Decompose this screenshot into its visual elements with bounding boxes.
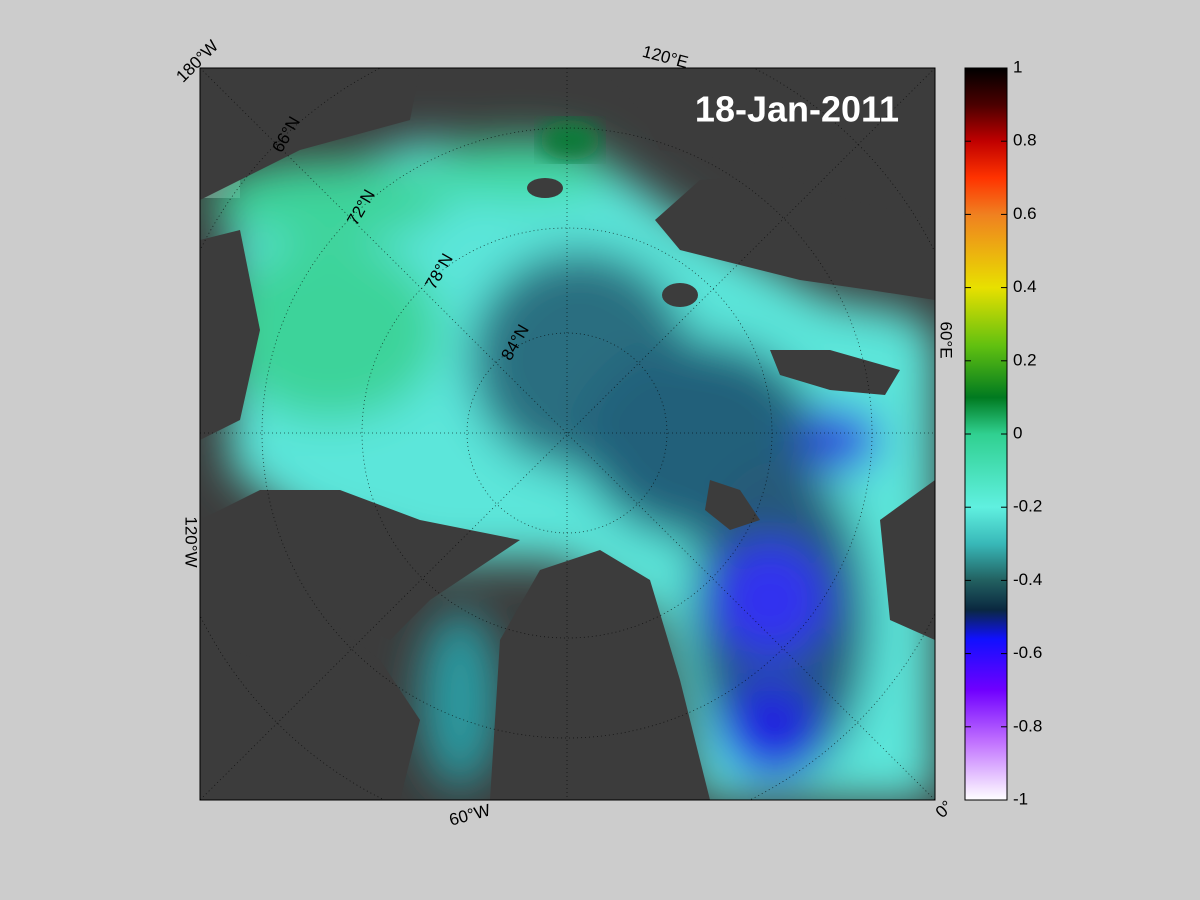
colorbar-tick-label: -0.4: [1013, 570, 1042, 589]
green-patch: [540, 120, 600, 160]
colorbar-tick-label: 1: [1013, 57, 1022, 76]
colorbar-tick-label: -0.8: [1013, 716, 1042, 735]
longitude-label: 0°: [932, 797, 957, 822]
colorbar-tick-label: 0.4: [1013, 277, 1037, 296]
graticule: [200, 68, 935, 800]
ocean-field: [210, 140, 935, 800]
colorbar-tick-label: -1: [1013, 789, 1028, 808]
colorbar-tick-label: 0: [1013, 423, 1022, 442]
longitude-label: 60°W: [447, 800, 492, 829]
colorbar-tick-label: -0.2: [1013, 497, 1042, 516]
colorbar-tick-label: -0.6: [1013, 643, 1042, 662]
landmasses: [200, 68, 935, 800]
date-label: 18-Jan-2011: [695, 89, 899, 130]
colorbar-tick-label: 0.6: [1013, 204, 1037, 223]
colorbar-tick-label: 0.2: [1013, 350, 1037, 369]
colorbar: [964, 67, 1008, 801]
colorbar-tick-label: 0.8: [1013, 131, 1037, 150]
map-area: [200, 68, 935, 800]
map-frame: [199, 67, 936, 801]
longitude-label: 120°W: [182, 516, 201, 567]
longitude-label: 60°E: [937, 321, 956, 358]
